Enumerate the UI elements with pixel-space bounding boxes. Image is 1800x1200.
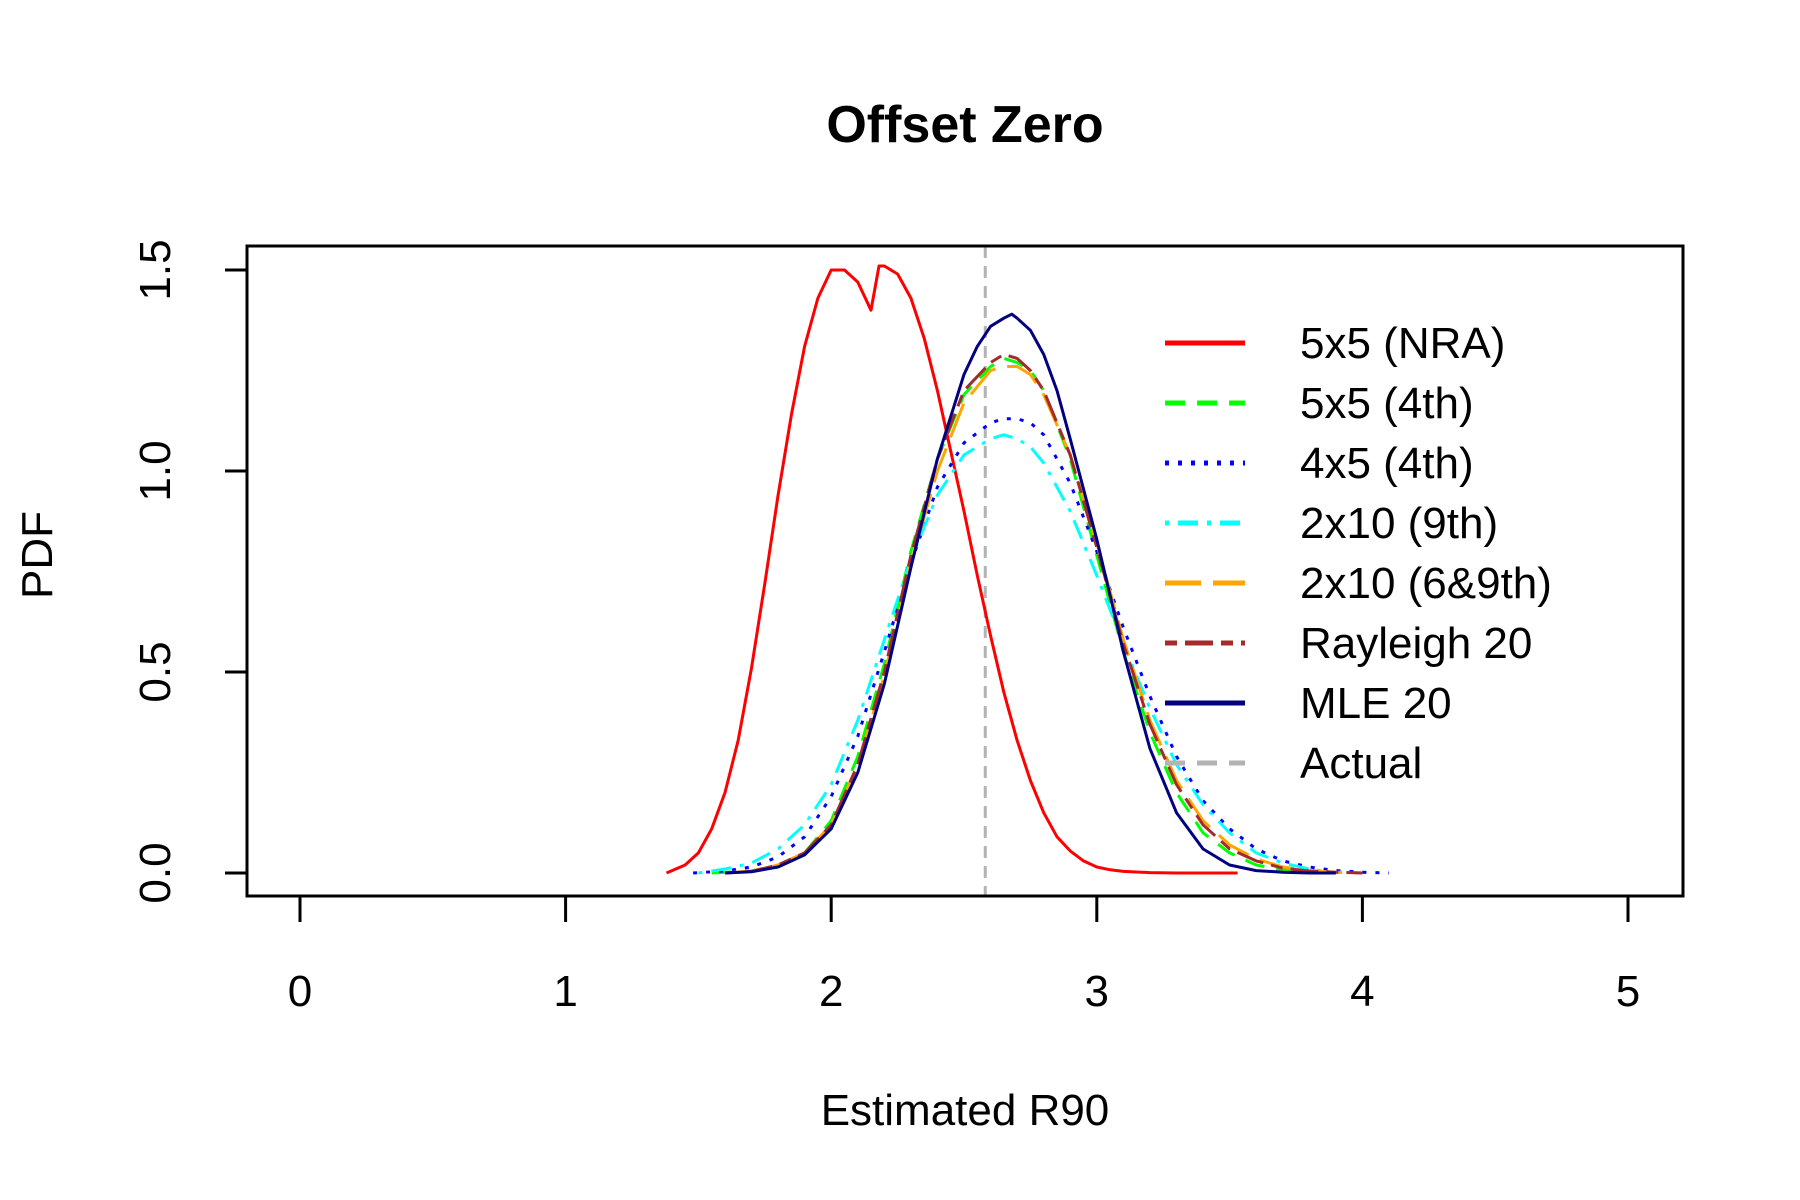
legend-label: 5x5 (4th) — [1300, 379, 1474, 428]
legend-label: Actual — [1300, 739, 1422, 788]
plot-area — [665, 246, 1390, 896]
legend-label: 5x5 (NRA) — [1300, 319, 1505, 368]
x-axis-label: Estimated R90 — [821, 1086, 1110, 1135]
y-tick-label: 1.5 — [131, 239, 180, 300]
series-line-4 — [724, 365, 1363, 875]
series-line-5 — [724, 352, 1363, 875]
x-tick-label: 0 — [288, 967, 312, 1016]
legend-label: 2x10 (9th) — [1300, 499, 1498, 548]
x-tick-label: 5 — [1616, 967, 1640, 1016]
x-tick-label: 1 — [553, 967, 577, 1016]
y-axis: 0.0 0.5 1.0 1.5 — [131, 239, 249, 904]
legend-label: 2x10 (6&9th) — [1300, 559, 1552, 608]
series-line-6 — [724, 312, 1336, 875]
series-line-0 — [665, 264, 1238, 875]
plot-frame — [245, 244, 1685, 898]
x-tick-label: 3 — [1085, 967, 1109, 1016]
legend: 5x5 (NRA) 5x5 (4th) 4x5 (4th) 2x10 (9th) 2x1… — [1165, 319, 1552, 788]
legend-label: MLE 20 — [1300, 679, 1452, 728]
legend-label: 4x5 (4th) — [1300, 439, 1474, 488]
y-tick-label: 0.0 — [131, 842, 180, 903]
series-line-1 — [711, 356, 1336, 875]
x-tick-label: 2 — [819, 967, 843, 1016]
x-tick-label: 4 — [1350, 967, 1374, 1016]
y-tick-label: 0.5 — [131, 641, 180, 702]
chart-title: Offset Zero — [826, 96, 1103, 154]
series-line-3 — [698, 433, 1337, 875]
y-tick-label: 1.0 — [131, 440, 180, 501]
series-line-2 — [693, 417, 1390, 875]
legend-label: Rayleigh 20 — [1300, 619, 1532, 668]
y-axis-label: PDF — [13, 511, 62, 599]
x-axis: 0 1 2 3 4 5 — [288, 894, 1640, 1016]
